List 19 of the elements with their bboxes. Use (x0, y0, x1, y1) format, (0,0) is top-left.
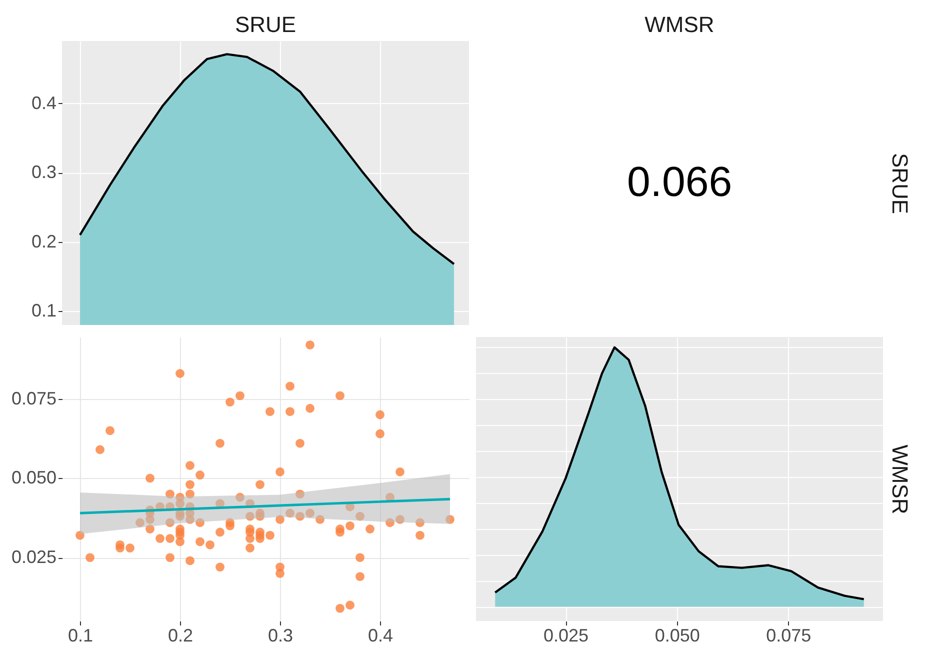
x-tick-label: 0.075 (766, 626, 812, 646)
x-tick-label: 0.4 (368, 626, 394, 646)
text: WMSR (644, 12, 714, 37)
text: SRUE (888, 152, 912, 214)
y-tick-label: 0.4 (31, 92, 56, 113)
y-tick-label: 0.3 (31, 162, 56, 182)
chart-title: SRUE (234, 12, 296, 37)
x-tick-label: 0.025 (543, 626, 589, 646)
text: 0.066 (626, 158, 732, 205)
y-tick-label: 0.1 (31, 300, 56, 321)
x-tick-label: 0.1 (68, 626, 94, 646)
y-tick-label: 0.025 (11, 547, 56, 568)
x-tick-label: 0.2 (168, 626, 194, 646)
x-tick-label: 0.050 (654, 626, 700, 646)
y-tick-label: 0.050 (11, 468, 56, 488)
y-tick-label: 0.075 (11, 388, 56, 408)
x-tick-label: 0.3 (268, 626, 294, 646)
y-axis-title: WMSR (888, 444, 912, 514)
y-tick-label: 0.2 (31, 231, 56, 252)
